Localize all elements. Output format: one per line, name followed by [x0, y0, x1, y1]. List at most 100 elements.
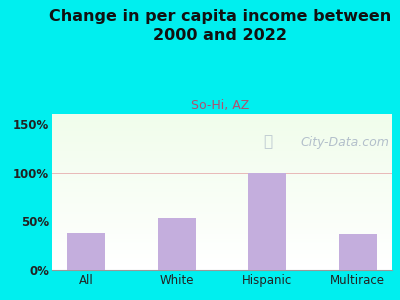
Bar: [52, 197, 392, 198]
Bar: [52, 154, 392, 156]
Bar: [52, 259, 392, 261]
Bar: [52, 236, 392, 237]
Bar: [52, 261, 392, 262]
Bar: [52, 148, 392, 150]
Bar: [52, 147, 392, 148]
Bar: [52, 234, 392, 236]
Bar: [52, 231, 392, 232]
Bar: [52, 189, 392, 190]
Bar: [52, 178, 392, 179]
Bar: [52, 220, 392, 222]
Bar: [52, 218, 392, 220]
Bar: [52, 139, 392, 140]
Bar: [52, 214, 392, 215]
Bar: [52, 173, 392, 175]
Bar: [52, 250, 392, 251]
Bar: [52, 228, 392, 230]
Bar: [52, 136, 392, 137]
Bar: [52, 237, 392, 239]
Bar: [52, 152, 392, 153]
Bar: [52, 262, 392, 264]
Bar: [52, 172, 392, 173]
Bar: [52, 137, 392, 139]
Bar: [52, 120, 392, 122]
Bar: [52, 128, 392, 130]
Bar: [52, 169, 392, 170]
Bar: [52, 187, 392, 189]
Bar: [52, 212, 392, 214]
Bar: [52, 175, 392, 176]
Bar: [52, 206, 392, 208]
Bar: [52, 268, 392, 270]
Bar: [52, 244, 392, 245]
Bar: [52, 240, 392, 242]
Bar: [52, 117, 392, 119]
Text: Ⓠ: Ⓠ: [263, 135, 272, 150]
Text: City-Data.com: City-Data.com: [300, 136, 389, 148]
Text: So-Hi, AZ: So-Hi, AZ: [191, 99, 249, 112]
Bar: [52, 184, 392, 186]
Bar: [52, 153, 392, 154]
Bar: [52, 130, 392, 131]
Bar: [52, 222, 392, 223]
Bar: [52, 190, 392, 192]
Bar: [52, 167, 392, 169]
Bar: [158, 218, 196, 270]
Bar: [52, 254, 392, 256]
Bar: [52, 162, 392, 164]
Bar: [52, 122, 392, 123]
Bar: [52, 226, 392, 228]
Bar: [52, 134, 392, 136]
Bar: [52, 164, 392, 166]
Bar: [52, 140, 392, 142]
Bar: [52, 150, 392, 152]
Bar: [52, 181, 392, 183]
Bar: [52, 166, 392, 167]
Bar: [52, 145, 392, 147]
Bar: [52, 195, 392, 197]
Bar: [52, 245, 392, 247]
Bar: [52, 194, 392, 195]
Bar: [52, 232, 392, 234]
Bar: [52, 131, 392, 133]
Bar: [52, 176, 392, 178]
Bar: [52, 158, 392, 159]
Bar: [52, 242, 392, 244]
Bar: [52, 264, 392, 265]
Bar: [52, 127, 392, 128]
Bar: [68, 233, 106, 270]
Bar: [52, 156, 392, 158]
Bar: [52, 223, 392, 225]
Bar: [52, 144, 392, 145]
Bar: [52, 183, 392, 184]
Bar: [52, 247, 392, 248]
Bar: [52, 239, 392, 240]
Bar: [52, 209, 392, 211]
Bar: [52, 192, 392, 194]
Bar: [52, 186, 392, 187]
Bar: [52, 159, 392, 161]
Text: Change in per capita income between
2000 and 2022: Change in per capita income between 2000…: [49, 9, 391, 43]
Bar: [52, 201, 392, 203]
Bar: [52, 123, 392, 125]
Bar: [52, 217, 392, 218]
Bar: [52, 230, 392, 231]
Bar: [52, 265, 392, 267]
Bar: [52, 179, 392, 181]
Bar: [52, 225, 392, 226]
Bar: [52, 253, 392, 254]
Bar: [52, 125, 392, 127]
Bar: [52, 161, 392, 162]
Bar: [52, 119, 392, 120]
Bar: [52, 256, 392, 257]
Bar: [52, 142, 392, 144]
Bar: [338, 234, 376, 270]
Bar: [52, 205, 392, 206]
Bar: [52, 257, 392, 259]
Bar: [52, 170, 392, 172]
Bar: [52, 114, 392, 116]
Bar: [52, 211, 392, 212]
Bar: [52, 208, 392, 209]
Bar: [52, 133, 392, 134]
Bar: [52, 248, 392, 250]
